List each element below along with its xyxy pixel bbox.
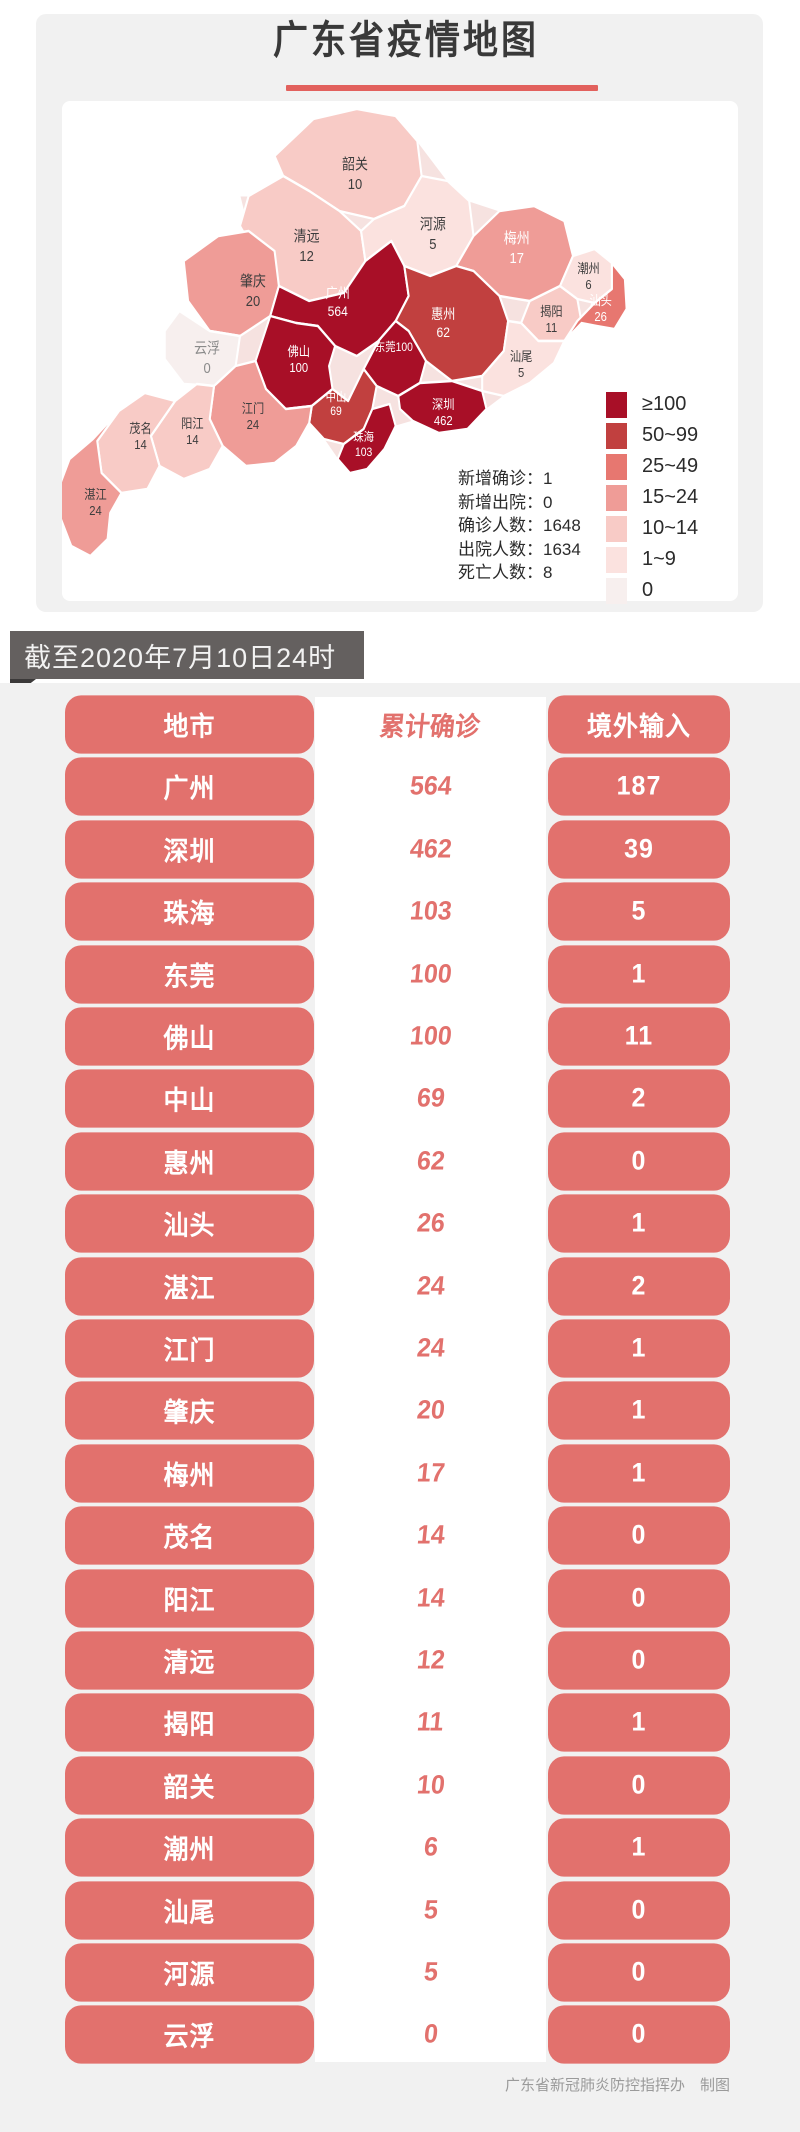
- svg-text:20: 20: [246, 292, 261, 309]
- svg-text:24: 24: [247, 417, 260, 432]
- svg-text:462: 462: [434, 413, 453, 428]
- svg-text:5: 5: [429, 235, 436, 252]
- svg-text:佛山: 佛山: [288, 344, 310, 359]
- svg-text:中山: 中山: [326, 390, 347, 404]
- svg-text:10: 10: [348, 175, 363, 192]
- svg-text:汕尾: 汕尾: [510, 349, 532, 364]
- svg-text:26: 26: [594, 309, 607, 324]
- svg-text:69: 69: [330, 405, 342, 418]
- svg-text:韶关: 韶关: [342, 155, 368, 172]
- svg-text:揭阳: 揭阳: [540, 303, 562, 319]
- svg-text:阳江: 阳江: [181, 416, 203, 431]
- svg-text:清远: 清远: [294, 227, 320, 244]
- svg-text:6: 6: [585, 277, 591, 292]
- svg-text:深圳: 深圳: [432, 397, 454, 412]
- svg-text:24: 24: [89, 503, 102, 518]
- svg-text:东莞100: 东莞100: [375, 340, 413, 354]
- svg-text:梅州: 梅州: [504, 229, 530, 246]
- svg-text:汕头: 汕头: [589, 293, 611, 308]
- svg-text:5: 5: [518, 365, 524, 380]
- svg-text:14: 14: [134, 437, 147, 452]
- svg-text:云浮: 云浮: [194, 339, 220, 356]
- svg-text:江门: 江门: [242, 400, 264, 416]
- svg-text:惠州: 惠州: [431, 306, 455, 322]
- svg-text:0: 0: [203, 359, 210, 376]
- svg-text:湛江: 湛江: [84, 487, 106, 502]
- svg-text:14: 14: [186, 432, 199, 447]
- svg-text:103: 103: [355, 446, 372, 459]
- svg-text:62: 62: [437, 324, 450, 340]
- svg-text:11: 11: [546, 320, 558, 335]
- svg-text:17: 17: [510, 249, 525, 266]
- svg-text:潮州: 潮州: [577, 260, 599, 276]
- svg-text:广州: 广州: [326, 285, 350, 301]
- svg-text:河源: 河源: [420, 215, 446, 232]
- svg-text:珠海: 珠海: [353, 429, 374, 444]
- svg-text:茂名: 茂名: [129, 420, 151, 436]
- svg-text:肇庆: 肇庆: [240, 272, 266, 289]
- svg-text:12: 12: [299, 247, 314, 264]
- svg-text:564: 564: [328, 303, 348, 319]
- svg-text:100: 100: [289, 360, 308, 375]
